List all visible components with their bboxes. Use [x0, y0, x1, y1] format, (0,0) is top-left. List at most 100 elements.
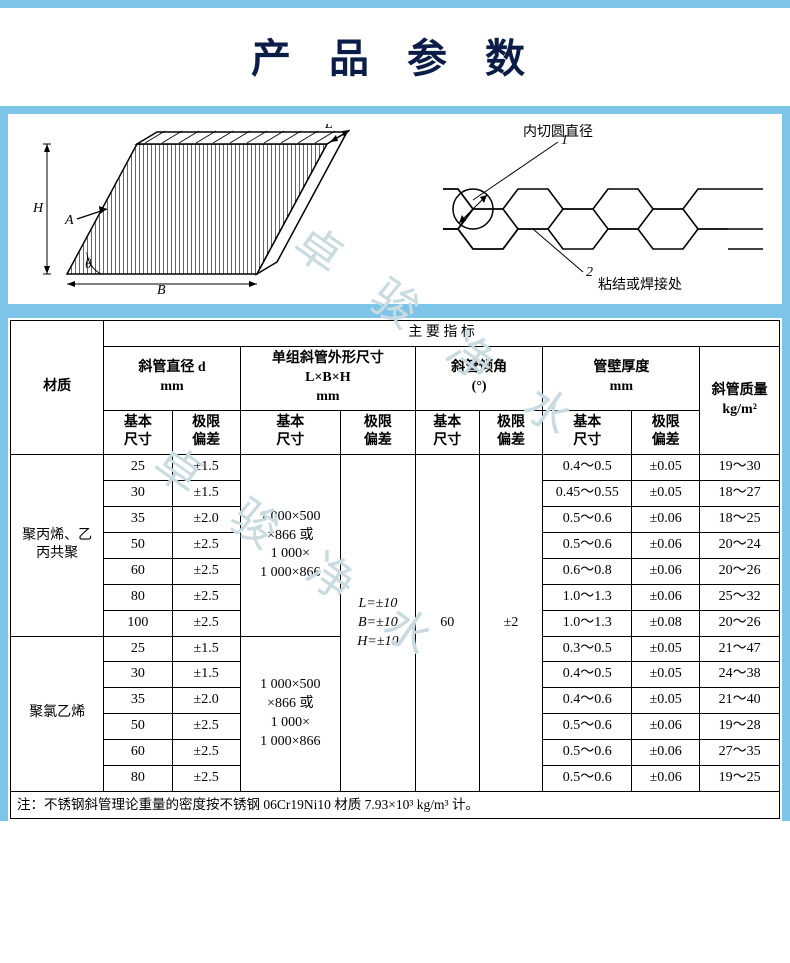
cell: ±1.5: [172, 636, 240, 662]
cell: 50: [104, 714, 172, 740]
note-row: 注：不锈钢斜管理论重量的密度按不锈钢 06Cr19Ni10 材质 7.93×10…: [11, 791, 780, 818]
size-tol-cell: L=±10 B=±10 H=±10: [340, 455, 415, 792]
group-angle: 斜管倾角 (°): [415, 346, 542, 410]
cell: 35: [104, 507, 172, 533]
diagram-band: H A θ B L 1: [0, 106, 790, 312]
cell: ±0.05: [632, 688, 700, 714]
cell: ±0.06: [632, 584, 700, 610]
cell: 50: [104, 533, 172, 559]
cell: ±0.08: [632, 610, 700, 636]
header-row-sub: 基本 尺寸 极限 偏差 基本 尺寸 极限 偏差 基本 尺寸 极限 偏差 基本 尺…: [11, 410, 780, 455]
cell: ±2.0: [172, 688, 240, 714]
group-size: 单组斜管外形尺寸 L×B×H mm: [240, 346, 415, 410]
table-row: 聚丙烯、乙 丙共聚 25 ±1.5 1 000×500 ×866 或 1 000…: [11, 455, 780, 481]
cell: 24～38: [700, 662, 780, 688]
sub-w-basic: 基本 尺寸: [543, 410, 632, 455]
sub-a-basic: 基本 尺寸: [415, 410, 479, 455]
cell: ±1.5: [172, 662, 240, 688]
header-row-main: 材质 主 要 指 标: [11, 321, 780, 347]
sub-d-basic: 基本 尺寸: [104, 410, 172, 455]
title-area: 产 品 参 数: [0, 8, 790, 106]
size-cell-2: 1 000×500 ×866 或 1 000× 1 000×866: [240, 636, 340, 791]
cell: ±0.05: [632, 481, 700, 507]
table-note: 注：不锈钢斜管理论重量的密度按不锈钢 06Cr19Ni10 材质 7.93×10…: [11, 791, 780, 818]
cell: 30: [104, 662, 172, 688]
cell: 0.5～0.6: [543, 714, 632, 740]
col-mass: 斜管质量 kg/m²: [700, 346, 780, 454]
label-L: L: [324, 124, 333, 132]
cell: ±2.5: [172, 584, 240, 610]
cell: 30: [104, 481, 172, 507]
label-inscribed-diameter: 内切圆直径: [523, 124, 593, 140]
group-wall: 管壁厚度 mm: [543, 346, 700, 410]
tube-block-diagram: H A θ B L: [27, 124, 357, 294]
sub-s-tol: 极限 偏差: [340, 410, 415, 455]
cell: ±0.06: [632, 507, 700, 533]
material-2: 聚氯乙烯: [11, 636, 104, 791]
sub-w-tol: 极限 偏差: [632, 410, 700, 455]
cell: 0.5～0.6: [543, 766, 632, 792]
cell: ±0.06: [632, 766, 700, 792]
label-B: B: [157, 283, 166, 294]
cell: 18～27: [700, 481, 780, 507]
cell: 80: [104, 584, 172, 610]
cell: ±2.0: [172, 507, 240, 533]
cell: 0.3～0.5: [543, 636, 632, 662]
cell: ±0.06: [632, 714, 700, 740]
cell: 20～26: [700, 610, 780, 636]
cell: ±2.5: [172, 714, 240, 740]
page-title: 产 品 参 数: [0, 26, 790, 84]
main-indicators-header: 主 要 指 标: [104, 321, 780, 347]
cell: 0.6～0.8: [543, 558, 632, 584]
size-cell-1: 1 000×500 ×866 或 1 000× 1 000×866: [240, 455, 340, 636]
cell: ±0.05: [632, 662, 700, 688]
sub-s-basic: 基本 尺寸: [240, 410, 340, 455]
table-wrap: 材质 主 要 指 标 斜管直径 d mm 单组斜管外形尺寸 L×B×H mm 斜…: [8, 318, 782, 821]
cell: 19～25: [700, 766, 780, 792]
cell: ±0.06: [632, 740, 700, 766]
cell: 0.5～0.6: [543, 533, 632, 559]
cell: 80: [104, 766, 172, 792]
cell: 1.0～1.3: [543, 610, 632, 636]
cell: 0.4～0.5: [543, 662, 632, 688]
cell: 60: [104, 740, 172, 766]
callout-2: 2: [586, 265, 593, 280]
cell: 20～26: [700, 558, 780, 584]
cell: 20～24: [700, 533, 780, 559]
sub-d-tol: 极限 偏差: [172, 410, 240, 455]
cell: 25～32: [700, 584, 780, 610]
label-weld-joint: 粘结或焊接处: [598, 276, 682, 293]
angle-basic: 60: [415, 455, 479, 792]
cell: ±2.5: [172, 533, 240, 559]
cell: 21～40: [700, 688, 780, 714]
honeycomb-diagram: 1 内切圆直径 2: [383, 124, 763, 294]
cell: 19～28: [700, 714, 780, 740]
label-H: H: [32, 201, 44, 216]
header-row-groups: 斜管直径 d mm 单组斜管外形尺寸 L×B×H mm 斜管倾角 (°) 管壁厚…: [11, 346, 780, 410]
cell: 19～30: [700, 455, 780, 481]
sub-a-tol: 极限 偏差: [479, 410, 543, 455]
cell: 0.5～0.6: [543, 507, 632, 533]
cell: ±2.5: [172, 558, 240, 584]
label-A: A: [64, 213, 74, 228]
cell: 0.5～0.6: [543, 740, 632, 766]
cell: ±2.5: [172, 610, 240, 636]
cell: 60: [104, 558, 172, 584]
label-theta: θ: [85, 257, 92, 272]
cell: ±1.5: [172, 455, 240, 481]
cell: ±0.05: [632, 636, 700, 662]
spec-table: 材质 主 要 指 标 斜管直径 d mm 单组斜管外形尺寸 L×B×H mm 斜…: [10, 320, 780, 819]
cell: 35: [104, 688, 172, 714]
cell: ±1.5: [172, 481, 240, 507]
cell: ±0.06: [632, 533, 700, 559]
angle-tol: ±2: [479, 455, 543, 792]
cell: 25: [104, 636, 172, 662]
cell: ±2.5: [172, 740, 240, 766]
cell: 0.4～0.5: [543, 455, 632, 481]
diagram-panel: H A θ B L 1: [8, 114, 782, 304]
cell: 0.45～0.55: [543, 481, 632, 507]
col-material: 材质: [11, 321, 104, 455]
cell: 1.0～1.3: [543, 584, 632, 610]
cell: 100: [104, 610, 172, 636]
cell: 18～25: [700, 507, 780, 533]
